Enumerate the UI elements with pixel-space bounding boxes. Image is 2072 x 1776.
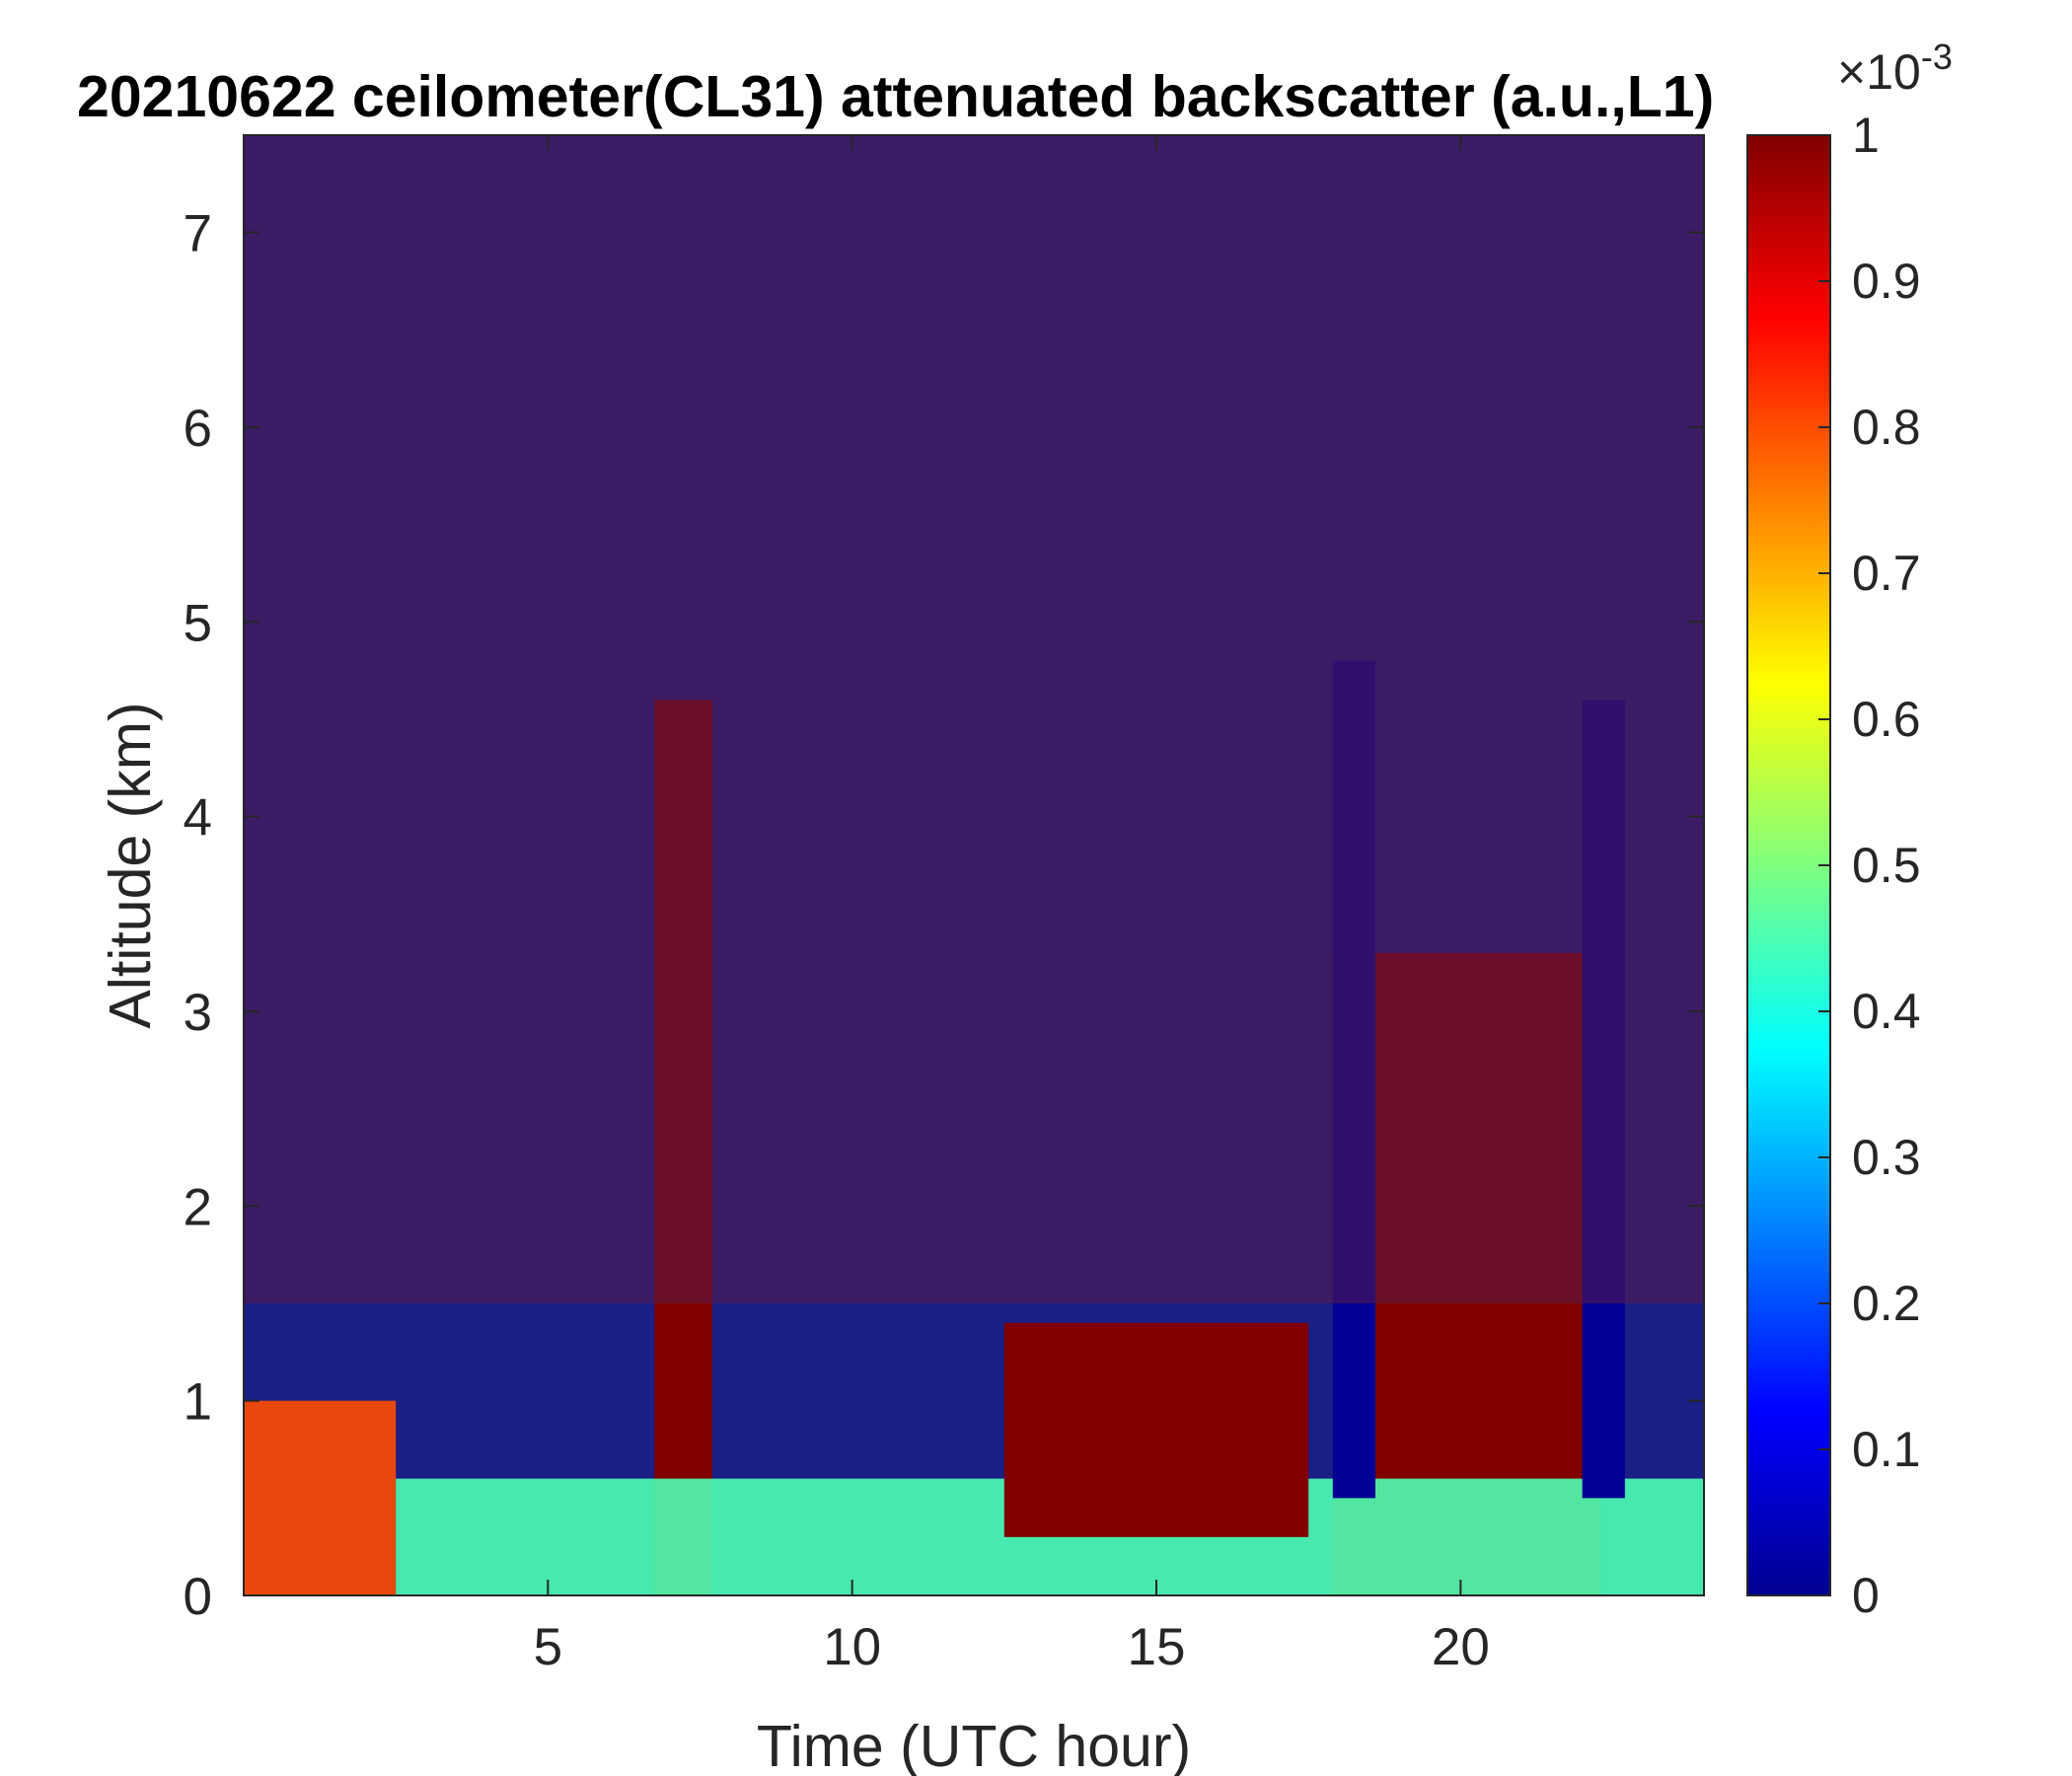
y-tick-label: 3 bbox=[184, 984, 212, 1042]
colorbar-tick-label: 0.7 bbox=[1852, 546, 1921, 601]
y-tick-label: 4 bbox=[184, 789, 212, 848]
colorbar-exponent: ×10-3 bbox=[1837, 37, 1953, 100]
x-tick-label: 20 bbox=[1432, 1618, 1490, 1676]
plot-area bbox=[244, 135, 1704, 1595]
colorbar-ticks: 0 0.1 0.2 0.3 0.4 0.5 0.6 0.7 0.8 0.9 1 bbox=[1818, 108, 1921, 1623]
y-tick-label: 5 bbox=[184, 594, 212, 652]
colorbar-gradient bbox=[1746, 134, 1831, 1596]
colorbar-tick-label: 0.6 bbox=[1852, 692, 1921, 747]
colorbar-tick-label: 0 bbox=[1852, 1568, 1880, 1623]
colorbar-tick-label: 0.3 bbox=[1852, 1130, 1921, 1185]
heatmap-layer bbox=[244, 135, 1704, 1595]
x-axis: 5 10 15 20 bbox=[534, 135, 1490, 1676]
colorbar-exponent-base: ×10 bbox=[1837, 44, 1921, 100]
x-tick-label: 15 bbox=[1128, 1618, 1186, 1676]
heatmap-boundary-layer bbox=[244, 1400, 397, 1595]
x-tick-label: 5 bbox=[534, 1618, 562, 1676]
colorbar: 0 0.1 0.2 0.3 0.4 0.5 0.6 0.7 0.8 0.9 1 ×10-3 bbox=[1746, 37, 1953, 1623]
colorbar-tick-label: 0.8 bbox=[1852, 400, 1921, 455]
y-tick-label: 7 bbox=[184, 205, 212, 263]
colorbar-tick-label: 0.1 bbox=[1852, 1422, 1921, 1477]
colorbar-exponent-power: -3 bbox=[1921, 37, 1953, 77]
y-axis: 0 1 2 3 4 5 6 7 bbox=[184, 205, 1704, 1626]
heatmap-plume bbox=[1003, 1322, 1309, 1537]
colorbar-tick-label: 0.5 bbox=[1852, 838, 1921, 893]
y-tick-label: 1 bbox=[184, 1373, 212, 1432]
x-axis-label: Time (UTC hour) bbox=[757, 1714, 1191, 1776]
colorbar-tick-label: 0.4 bbox=[1852, 984, 1921, 1039]
colorbar-tick-label: 1 bbox=[1852, 108, 1880, 163]
chart-title: 20210622 ceilometer(CL31) attenuated bac… bbox=[77, 64, 1714, 129]
colorbar-tick-label: 0.2 bbox=[1852, 1276, 1921, 1331]
y-axis-label: Altitude (km) bbox=[98, 702, 163, 1028]
colorbar-tick-label: 0.9 bbox=[1852, 254, 1921, 309]
y-tick-label: 0 bbox=[184, 1568, 212, 1626]
heatmap-noise-floor bbox=[244, 135, 1704, 1303]
plot-frame bbox=[243, 134, 1705, 1596]
y-tick-label: 6 bbox=[184, 400, 212, 458]
x-tick-label: 10 bbox=[823, 1618, 881, 1676]
y-tick-label: 2 bbox=[184, 1178, 212, 1236]
